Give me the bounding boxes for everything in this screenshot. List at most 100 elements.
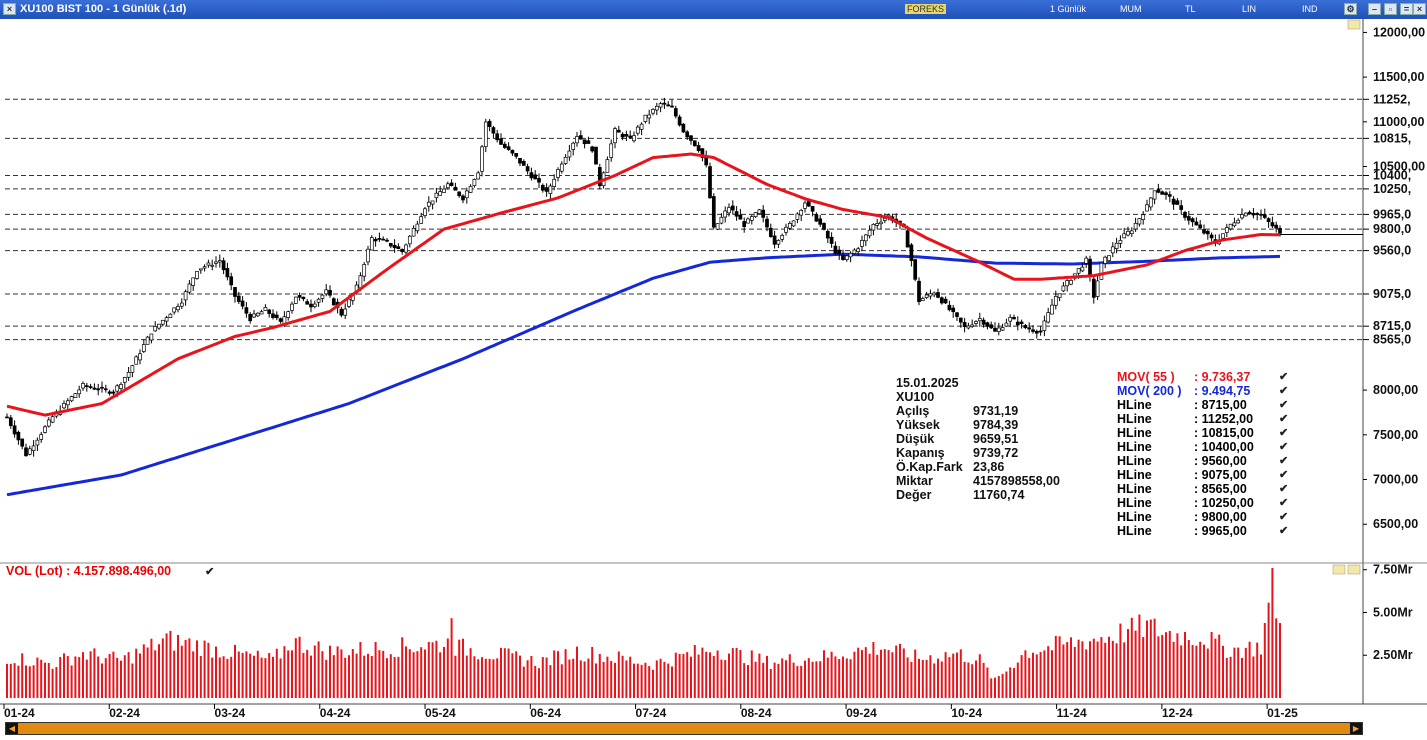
volume-bar bbox=[1077, 639, 1080, 698]
volume-bar bbox=[1252, 656, 1255, 698]
volume-bar bbox=[735, 647, 738, 698]
currency-button[interactable]: TL bbox=[1185, 4, 1196, 14]
candle-body bbox=[164, 317, 169, 322]
volume-bar bbox=[579, 660, 582, 698]
candle-body bbox=[267, 309, 272, 314]
candle-body bbox=[1019, 321, 1024, 325]
candle-body bbox=[1240, 214, 1244, 219]
chart-type-button[interactable]: MUM bbox=[1120, 4, 1142, 14]
hline-label: 9075,0 bbox=[1373, 287, 1411, 301]
horizontal-scrollbar[interactable]: ◀ ▶ bbox=[5, 722, 1363, 735]
volume-bar bbox=[389, 654, 392, 698]
settings-icon[interactable]: ⚙ bbox=[1344, 3, 1357, 15]
candle-body bbox=[381, 238, 386, 241]
candle-body bbox=[947, 304, 952, 311]
volume-bar bbox=[652, 669, 654, 698]
volume-bar bbox=[956, 652, 958, 698]
candle-body bbox=[863, 234, 868, 242]
mov55-series bbox=[6, 152, 1280, 417]
candle-body bbox=[1232, 222, 1237, 227]
volume-bar bbox=[667, 663, 670, 698]
volume-bar bbox=[412, 652, 415, 698]
volume-bar bbox=[47, 663, 50, 698]
volume-bar bbox=[127, 652, 130, 698]
maximize-icon[interactable]: ▫ bbox=[1384, 3, 1397, 15]
volume-bar bbox=[363, 655, 366, 698]
candle-body bbox=[814, 214, 819, 222]
volume-bar bbox=[435, 640, 438, 698]
candle-body bbox=[73, 393, 78, 398]
candle-body bbox=[1061, 285, 1066, 292]
candle-body bbox=[1050, 304, 1054, 315]
check-icon[interactable]: ✔ bbox=[1279, 385, 1289, 397]
volume-bar bbox=[249, 653, 252, 698]
check-icon[interactable]: ✔ bbox=[1279, 399, 1289, 411]
check-icon[interactable]: ✔ bbox=[1279, 413, 1289, 425]
volume-bar bbox=[1092, 638, 1095, 698]
volume-tick-label: 2.50Mr bbox=[1373, 648, 1413, 662]
candle-body bbox=[377, 238, 382, 240]
candle-body bbox=[468, 186, 473, 193]
volume-bar bbox=[1001, 673, 1004, 698]
volume-bar bbox=[386, 658, 388, 698]
volume-bar bbox=[526, 660, 529, 698]
candle-body bbox=[495, 133, 500, 141]
volume-bar bbox=[78, 657, 81, 698]
period-selector[interactable]: 1 Günlük bbox=[1050, 4, 1087, 14]
restore-icon[interactable]: = bbox=[1400, 3, 1413, 15]
check-icon[interactable]: ✔ bbox=[1279, 469, 1289, 481]
check-icon[interactable]: ✔ bbox=[1279, 483, 1289, 495]
candle-body bbox=[909, 244, 914, 261]
check-icon[interactable]: ✔ bbox=[1279, 455, 1289, 467]
candle-body bbox=[445, 183, 450, 189]
candle-body bbox=[1012, 316, 1016, 320]
check-icon[interactable]: ✔ bbox=[205, 566, 215, 578]
check-icon[interactable]: ✔ bbox=[1279, 497, 1289, 509]
candle-body bbox=[138, 353, 142, 361]
check-icon[interactable]: ✔ bbox=[1279, 441, 1289, 453]
price-chart[interactable]: 6500,00 7000,00 7500,00 8000,00 10500,00 1100… bbox=[0, 19, 1427, 722]
candle-body bbox=[784, 226, 788, 233]
candle-body bbox=[1084, 257, 1089, 264]
check-icon[interactable]: ✔ bbox=[1279, 511, 1289, 523]
volume-bar bbox=[1275, 618, 1278, 698]
candle-body bbox=[263, 307, 268, 311]
candle-body bbox=[521, 161, 526, 166]
check-icon[interactable]: ✔ bbox=[1279, 371, 1289, 383]
scroll-right-icon[interactable]: ▶ bbox=[1350, 723, 1362, 734]
scroll-left-icon[interactable]: ◀ bbox=[6, 723, 18, 734]
volume-bar bbox=[211, 657, 214, 698]
volume-bar bbox=[1180, 645, 1183, 698]
legend-row: HLine: 9075,00 ✔ bbox=[1117, 468, 1297, 482]
candle-body bbox=[582, 139, 587, 145]
indicator-button[interactable]: IND bbox=[1302, 4, 1318, 14]
info-value: 11760,74 bbox=[973, 488, 1025, 502]
candle-body bbox=[692, 140, 697, 147]
volume-bar bbox=[1206, 648, 1209, 698]
volume-bar bbox=[63, 653, 65, 698]
candle-body bbox=[1129, 230, 1134, 234]
candle-body bbox=[343, 308, 348, 316]
close-icon[interactable]: × bbox=[1413, 3, 1426, 15]
check-icon[interactable]: ✔ bbox=[1279, 525, 1289, 537]
volume-bar bbox=[230, 656, 233, 698]
window-menu-icon[interactable]: × bbox=[3, 3, 16, 15]
candle-body bbox=[339, 308, 344, 316]
ohlc-info-panel: 15.01.2025 XU100 Açılış 9731,19 Yüksek 978… bbox=[896, 376, 1096, 502]
legend-value: : 9075,00 bbox=[1194, 468, 1247, 482]
minimize-icon[interactable]: – bbox=[1368, 3, 1381, 15]
volume-bar bbox=[522, 666, 525, 698]
candle-body bbox=[1046, 312, 1051, 323]
legend-row: HLine: 10400,00 ✔ bbox=[1117, 440, 1297, 454]
volume-bar bbox=[321, 651, 324, 698]
volume-bar bbox=[1115, 643, 1118, 698]
volume-bar bbox=[21, 653, 24, 698]
volume-bar bbox=[1047, 646, 1050, 698]
check-icon[interactable]: ✔ bbox=[1279, 427, 1289, 439]
volume-bar bbox=[530, 655, 533, 698]
scale-button[interactable]: LIN bbox=[1242, 4, 1257, 14]
volume-bar bbox=[1157, 636, 1160, 698]
volume-bar bbox=[161, 638, 164, 698]
candle-body bbox=[1053, 296, 1058, 306]
x-tick-label: 08-24 bbox=[741, 706, 772, 720]
